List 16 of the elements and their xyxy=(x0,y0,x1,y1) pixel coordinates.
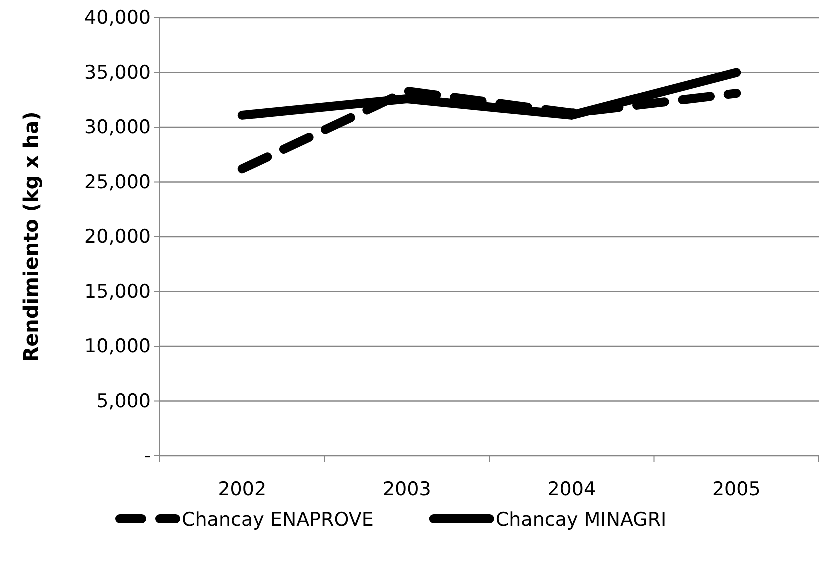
x-tick-label: 2005 xyxy=(712,478,761,500)
y-tick-label: 20,000 xyxy=(84,226,151,248)
y-axis-title: Rendimiento (kg x ha) xyxy=(19,112,43,362)
y-tick-label: 5,000 xyxy=(96,390,151,412)
y-tick-label: 30,000 xyxy=(84,116,151,139)
legend-label: Chancay ENAPROVE xyxy=(182,509,374,531)
y-tick-label: 15,000 xyxy=(84,280,151,303)
x-tick-label: 2002 xyxy=(218,478,267,500)
y-tick-label: 40,000 xyxy=(84,7,151,30)
x-tick-label: 2003 xyxy=(382,478,432,500)
y-tick-label: 35,000 xyxy=(84,62,151,84)
y-tick-label: 25,000 xyxy=(84,171,151,194)
y-tick-label: 10,000 xyxy=(84,336,151,358)
y-tick-label: - xyxy=(144,445,151,468)
x-tick-label: 2004 xyxy=(548,478,596,500)
legend-label: Chancay MINAGRI xyxy=(496,509,667,531)
